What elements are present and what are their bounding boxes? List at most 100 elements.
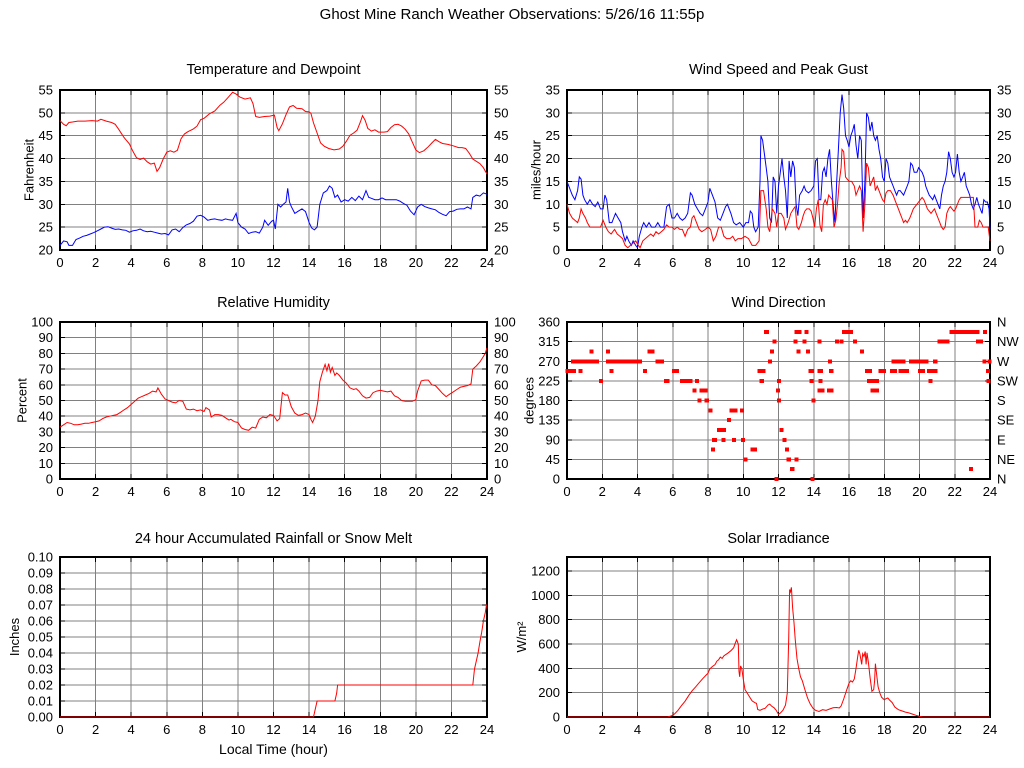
x-tick-label: 0 (56, 255, 63, 270)
x-tick-label: 16 (842, 255, 856, 270)
y-tick-label: 40 (39, 409, 53, 424)
x-tick-label: 2 (599, 255, 606, 270)
chart-wind-direction: Wind Direction04590135180225270315360NNE… (521, 295, 1019, 499)
x-tick-label: 2 (92, 255, 99, 270)
x-tick-label: 18 (373, 722, 387, 737)
y-tick-label-right: 35 (494, 174, 508, 189)
y-tick-label-right: 30 (494, 197, 508, 212)
x-tick-label: 16 (337, 255, 351, 270)
y-tick-label: 100 (31, 315, 53, 330)
y-tick-label: 20 (39, 440, 53, 455)
x-tick-label: 0 (56, 484, 63, 499)
y-tick-label: 55 (39, 83, 53, 98)
x-tick-label: 0 (563, 484, 570, 499)
y-tick-label: 0.07 (28, 598, 53, 613)
y-tick-label-right: 0 (494, 472, 501, 487)
x-tick-label: 24 (983, 484, 997, 499)
y-tick-label-right: 50 (494, 393, 508, 408)
y-tick-label-right: 80 (494, 346, 508, 361)
y-tick-label: 270 (538, 354, 560, 369)
series-temperature (59, 91, 488, 175)
y-tick-label-right: 60 (494, 377, 508, 392)
y-tick-label-right: 90 (494, 330, 508, 345)
y-tick-label: 400 (538, 661, 560, 676)
y-tick-label: 800 (538, 612, 560, 627)
series-wind-direction-points (565, 329, 992, 481)
y-axis-label-wind-direction: degrees (521, 377, 536, 424)
y-tick-label-right: SW (997, 373, 1019, 388)
x-tick-label: 8 (199, 722, 206, 737)
x-tick-label: 10 (736, 722, 750, 737)
plot-border (566, 89, 991, 251)
y-tick-label-right: 30 (494, 424, 508, 439)
x-tick-label: 18 (877, 484, 891, 499)
grid-wind-speed-gust (567, 90, 990, 250)
y-tick-label: 50 (39, 105, 53, 120)
page-title: Ghost Mine Ranch Weather Observations: 5… (319, 6, 705, 23)
y-tick-label: 60 (39, 377, 53, 392)
x-tick-label: 18 (877, 722, 891, 737)
y-axis-label-temperature-dewpoint: Fahrenheit (22, 139, 37, 202)
y-tick-label: 15 (546, 174, 560, 189)
x-tick-label: 8 (704, 722, 711, 737)
y-tick-label: 20 (546, 151, 560, 166)
y-tick-label: 0.03 (28, 662, 53, 677)
x-tick-label: 6 (669, 255, 676, 270)
x-tick-label: 18 (373, 484, 387, 499)
x-tick-label: 12 (771, 255, 785, 270)
y-tick-label-right: N (997, 315, 1006, 330)
x-tick-label: 4 (634, 484, 641, 499)
x-tick-label: 24 (983, 255, 997, 270)
x-tick-label: 20 (409, 722, 423, 737)
chart-title-wind-direction: Wind Direction (731, 295, 825, 311)
x-tick-label: 16 (337, 484, 351, 499)
y-tick-label-right: 100 (494, 315, 516, 330)
y-tick-label-right: 10 (494, 456, 508, 471)
x-tick-label: 2 (92, 722, 99, 737)
series-rainfall (60, 604, 487, 718)
y-axis-label-solar-irradiance: W/m² (514, 621, 529, 653)
y-tick-label: 5 (553, 220, 560, 235)
series-dewpoint (59, 185, 488, 246)
y-axis-label-wind-speed-gust: miles/hour (529, 139, 544, 200)
y-tick-label: 50 (39, 393, 53, 408)
y-tick-label: 0.05 (28, 630, 53, 645)
x-tick-label: 22 (948, 255, 962, 270)
y-tick-label: 0 (553, 472, 560, 487)
y-axis-label-relative-humidity: Percent (14, 378, 29, 423)
y-tick-label-right: 25 (494, 220, 508, 235)
x-tick-label: 22 (948, 722, 962, 737)
y-tick-label: 600 (538, 636, 560, 651)
y-tick-label-right: 30 (997, 105, 1011, 120)
x-tick-label: 8 (199, 484, 206, 499)
x-tick-label: 20 (912, 255, 926, 270)
y-tick-label-right: 20 (494, 440, 508, 455)
y-tick-label-right: 55 (494, 83, 508, 98)
x-tick-label: 24 (480, 484, 494, 499)
plot-border (566, 321, 991, 480)
series-peak-gust (566, 94, 991, 249)
series-humidity (59, 347, 488, 431)
x-tick-label: 2 (599, 484, 606, 499)
chart-title-solar-irradiance: Solar Irradiance (727, 531, 829, 547)
x-tick-label: 6 (163, 255, 170, 270)
y-tick-label: 90 (546, 432, 560, 447)
x-tick-label: 6 (163, 484, 170, 499)
x-tick-label: 22 (444, 255, 458, 270)
y-tick-label: 25 (39, 220, 53, 235)
y-tick-label: 45 (39, 128, 53, 143)
x-tick-label: 24 (480, 255, 494, 270)
y-tick-label: 90 (39, 330, 53, 345)
x-tick-label: 4 (634, 255, 641, 270)
y-tick-label-right: 40 (494, 151, 508, 166)
x-tick-label: 10 (736, 484, 750, 499)
x-tick-label: 14 (302, 255, 316, 270)
y-tick-label: 30 (546, 105, 560, 120)
x-tick-label: 0 (563, 722, 570, 737)
x-tick-label: 22 (444, 484, 458, 499)
chart-title-wind-speed-gust: Wind Speed and Peak Gust (689, 62, 868, 78)
grid-temperature-dewpoint (60, 90, 487, 250)
y-tick-label: 80 (39, 346, 53, 361)
y-tick-label-right: W (997, 354, 1010, 369)
